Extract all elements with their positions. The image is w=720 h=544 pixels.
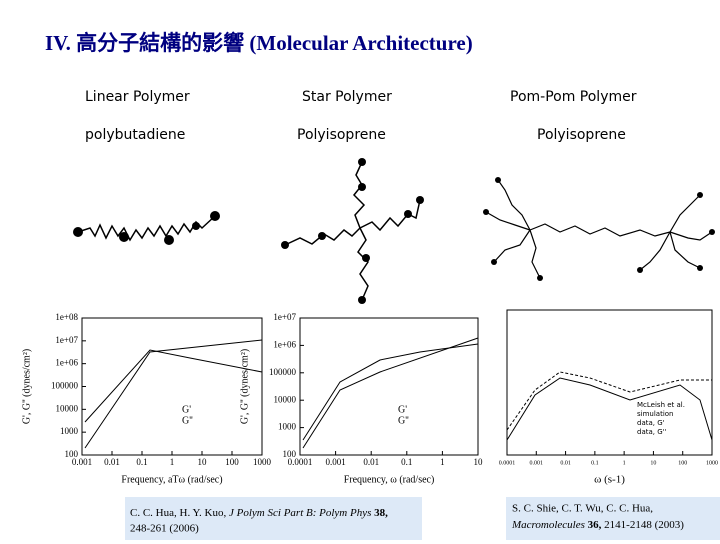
y-axis-label: G', G'' (dynes/cm²) [21, 349, 32, 424]
x-tick-label: 100 [225, 457, 239, 467]
x-tick-label: 10 [198, 457, 208, 467]
citation-box [125, 497, 422, 540]
x-tick-label: 0.0001 [499, 460, 516, 466]
y-tick-label: 1e+08 [55, 312, 78, 322]
column-name: Linear Polymer [85, 89, 190, 105]
x-tick-label: 1000 [253, 457, 272, 467]
x-tick-label: 0.1 [591, 460, 599, 466]
x-tick-label: 0.1 [136, 457, 147, 467]
y-tick-label: 10000 [274, 394, 297, 404]
pages: 2141-2148 (2003) [604, 519, 684, 531]
x-tick-label: 100 [678, 460, 687, 466]
material: Polyisoprene [537, 127, 626, 143]
x-axis-label: Frequency, aTω (rad/sec) [121, 474, 222, 485]
y-tick-label: 1000 [60, 426, 79, 436]
x-tick-label: 0.1 [401, 457, 412, 467]
column-name: Pom-Pom Polymer [510, 89, 637, 105]
y-tick-label: 100000 [269, 367, 297, 377]
material: polybutadiene [85, 127, 185, 143]
x-tick-label: 0.01 [560, 460, 571, 466]
x-tick-label: 0.001 [530, 460, 544, 466]
x-tick-label: 0.01 [363, 457, 379, 467]
x-tick-label: 1000 [706, 460, 718, 466]
y-tick-label: 100 [283, 449, 297, 459]
legend-entry: simulation [637, 410, 674, 418]
material: Polyisoprene [297, 127, 386, 143]
x-tick-label: 0.001 [325, 457, 345, 467]
y-tick-label: 10000 [56, 403, 79, 413]
linear-molecule [73, 211, 220, 245]
legend-entry: data, G'' [637, 428, 667, 436]
y-axis-label: G', G'' (dynes/cm²) [239, 349, 250, 424]
legend-entry: G'' [398, 415, 409, 426]
legend-entry: G' [398, 404, 407, 415]
y-tick-label: 100 [65, 449, 79, 459]
x-tick-label: 1 [170, 457, 175, 467]
plot-curves [84, 337, 713, 449]
y-tick-label: 1e+06 [273, 339, 296, 349]
citation: Macromolecules 36, 2141-2148 (2003) [511, 519, 684, 531]
legend-entry: G'' [182, 415, 193, 426]
legend-entry: G' [182, 404, 191, 415]
citation: S. C. Shie, C. T. Wu, C. C. Hua, [512, 503, 653, 515]
column-name: Star Polymer [302, 89, 392, 105]
journal: J Polym Sci Part B: Polym Phys [229, 507, 371, 519]
x-tick-label: 10 [650, 460, 656, 466]
x-tick-label: 0.01 [104, 457, 120, 467]
x-axis-label: Frequency, ω (rad/sec) [344, 474, 435, 485]
plot-frame [81, 317, 263, 456]
x-tick-label: 1 [440, 457, 445, 467]
volume: 38, [374, 507, 388, 519]
volume: 36, [588, 519, 602, 531]
y-tick-label: 1000 [278, 422, 297, 432]
authors: C. C. Hua, H. Y. Kuo, [130, 507, 227, 519]
y-tick-label: 100000 [51, 381, 79, 391]
citation-box [506, 497, 720, 540]
legend-entry: data, G' [637, 419, 665, 427]
plot-frame [506, 309, 713, 456]
star-molecule [281, 158, 424, 304]
citation-pages: 248-261 (2006) [130, 523, 199, 535]
slide-title: IV. 高分子結構的影響 (Molecular Architecture) [45, 31, 473, 55]
plot-frame [299, 317, 479, 456]
y-tick-label: 1e+07 [273, 312, 296, 322]
x-tick-label: 1 [623, 460, 626, 466]
y-tick-label: 1e+07 [55, 335, 78, 345]
citation: C. C. Hua, H. Y. Kuo, J Polym Sci Part B… [130, 507, 388, 519]
x-tick-label: 0.001 [72, 457, 92, 467]
journal: Macromolecules [511, 519, 585, 531]
legend-entry: McLeish et al. [637, 401, 685, 409]
x-tick-label: 10 [474, 457, 484, 467]
x-tick-label: 0.0001 [288, 457, 313, 467]
y-tick-label: 1e+06 [55, 358, 78, 368]
x-axis-label: ω (s-1) [594, 474, 625, 486]
pompom-molecule [483, 177, 715, 281]
